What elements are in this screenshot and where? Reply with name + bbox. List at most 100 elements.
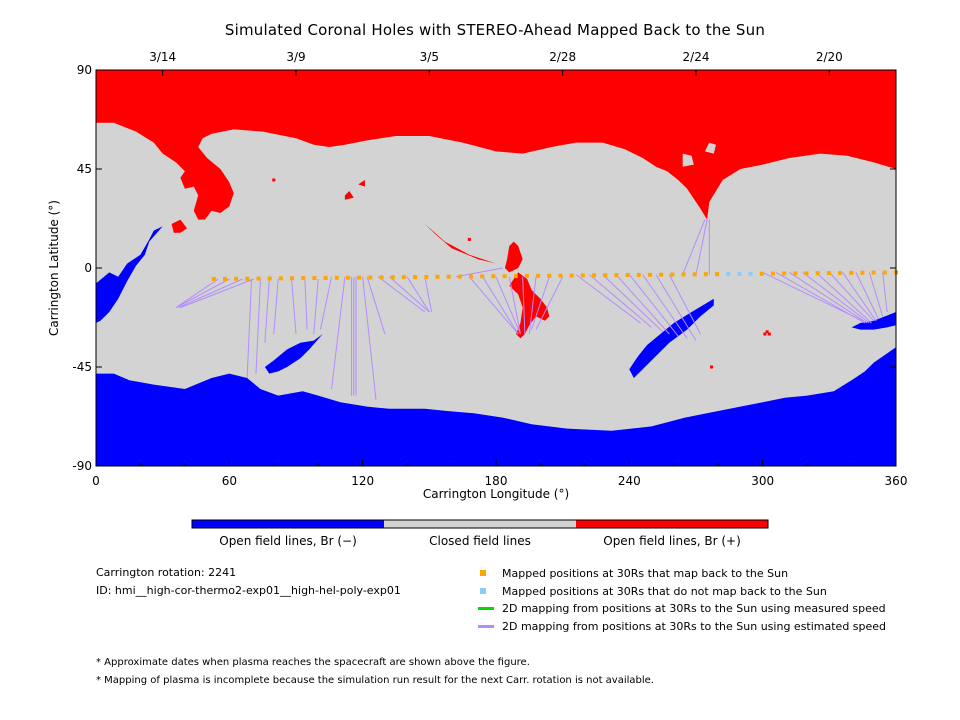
mapped-point — [838, 270, 843, 275]
colorbar-segment-2 — [384, 520, 576, 528]
x-tick-label: 120 — [351, 474, 374, 488]
mapping-line-47 — [815, 272, 872, 324]
mapping-line-12 — [319, 276, 333, 330]
mapping-line-8 — [273, 278, 279, 335]
mapped-point — [692, 272, 697, 277]
mapped-point — [301, 276, 306, 281]
mapped-point — [245, 276, 250, 281]
mapped-point — [513, 274, 518, 279]
small-positive-patch-1 — [272, 178, 276, 182]
mapping-line-7 — [264, 278, 270, 343]
x-axis-label: Carrington Longitude (°) — [423, 487, 569, 501]
legend-label-estimated: 2D mapping from positions at 30Rs to the… — [502, 619, 887, 633]
positive-coronal-hole-3 — [171, 219, 188, 233]
closed-island-1 — [682, 153, 694, 167]
negative-coronal-hole-2 — [264, 334, 323, 374]
positive-coronal-hole-4 — [358, 180, 365, 187]
mapped-point — [569, 273, 574, 278]
top-date-label: 2/20 — [816, 50, 843, 64]
footnote-dates: * Approximate dates when plasma reaches … — [96, 657, 530, 668]
mapping-line-6 — [255, 278, 261, 374]
mapping-line-24 — [468, 276, 519, 335]
mapping-line-36 — [628, 274, 679, 337]
mapped-points-layer — [211, 270, 898, 281]
mapping-line-41 — [695, 219, 708, 275]
mapped-point — [334, 275, 339, 280]
colorbar-segment-1 — [192, 520, 384, 528]
mapping-line-19 — [377, 276, 426, 313]
mapped-point — [345, 275, 350, 280]
mapped-point — [804, 271, 809, 276]
unmapped-point — [726, 272, 731, 277]
north-polar-coronal-hole-positive — [96, 70, 896, 220]
mapping-line-50 — [855, 272, 879, 319]
mapping-lines-layer — [175, 219, 888, 401]
mapped-point — [670, 272, 675, 277]
mapped-point — [770, 271, 775, 276]
mapping-line-48 — [828, 272, 875, 322]
mapping-line-9 — [291, 278, 297, 335]
top-date-label: 3/9 — [286, 50, 305, 64]
mapped-point — [290, 276, 295, 281]
mapping-line-3 — [178, 278, 243, 309]
mapped-point — [312, 276, 317, 281]
mapped-point — [368, 275, 373, 280]
mapping-line-10 — [304, 278, 308, 330]
top-date-label: 3/5 — [420, 50, 439, 64]
x-tick-label: 0 — [92, 474, 100, 488]
mapped-point — [502, 274, 507, 279]
colorbar-label-positive: Open field lines, Br (+) — [603, 534, 741, 548]
model-id: ID: hmi__high-cor-thermo2-exp01__high-he… — [96, 584, 401, 597]
mapped-point — [323, 275, 328, 280]
mapped-point — [480, 274, 485, 279]
mapping-line-30 — [531, 276, 550, 330]
south-polar-coronal-hole-negative — [96, 347, 896, 466]
mapped-point — [715, 272, 720, 277]
mapped-point — [592, 273, 597, 278]
legend-swatch-unmapped — [480, 588, 486, 594]
mapped-point — [446, 274, 451, 279]
mapping-line-33 — [589, 274, 652, 328]
y-tick-label: 45 — [77, 162, 92, 176]
mapped-point — [882, 270, 887, 275]
mapping-line-25 — [482, 276, 519, 335]
map-layer — [96, 70, 896, 466]
top-date-label: 3/14 — [149, 50, 176, 64]
mapped-point — [826, 271, 831, 276]
mapping-line-20 — [389, 276, 430, 313]
colorbar-border — [191, 519, 769, 529]
mapped-point — [401, 275, 406, 280]
mapped-point — [211, 277, 216, 281]
mapping-line-27 — [508, 276, 521, 335]
y-tick-label: 90 — [77, 63, 92, 77]
mapped-point — [647, 272, 652, 277]
chart-title: Simulated Coronal Holes with STEREO-Ahea… — [224, 21, 766, 39]
mapping-line-2 — [175, 278, 230, 309]
mapped-point — [625, 272, 630, 277]
legend-item-mapped: Mapped positions at 30Rs that map back t… — [478, 565, 788, 581]
mapped-point — [558, 273, 563, 278]
negative-coronal-hole-1 — [96, 226, 163, 323]
mapping-line-34 — [602, 274, 664, 333]
mapped-point — [457, 274, 462, 279]
mapping-line-28 — [522, 276, 526, 335]
x-tick-label: 180 — [485, 474, 508, 488]
closed-island-2 — [704, 142, 716, 154]
mapping-line-21 — [406, 276, 430, 313]
mapping-line-17 — [362, 276, 377, 401]
unmapped-point — [737, 271, 742, 276]
mapped-point — [278, 276, 283, 281]
mapping-line-35 — [615, 274, 670, 335]
mapping-line-46 — [802, 272, 870, 324]
mapped-point — [424, 274, 429, 279]
mapped-point — [379, 275, 384, 280]
mapping-line-51 — [868, 272, 884, 317]
mapping-line-49 — [842, 272, 877, 322]
footnote-incomplete: * Mapping of plasma is incomplete becaus… — [96, 675, 654, 686]
mapped-point — [267, 276, 272, 281]
positive-coronal-hole-5 — [344, 191, 354, 200]
mapped-point — [413, 275, 418, 280]
mapped-point — [357, 275, 362, 280]
legend-label-measured: 2D mapping from positions at 30Rs to the… — [502, 601, 886, 615]
